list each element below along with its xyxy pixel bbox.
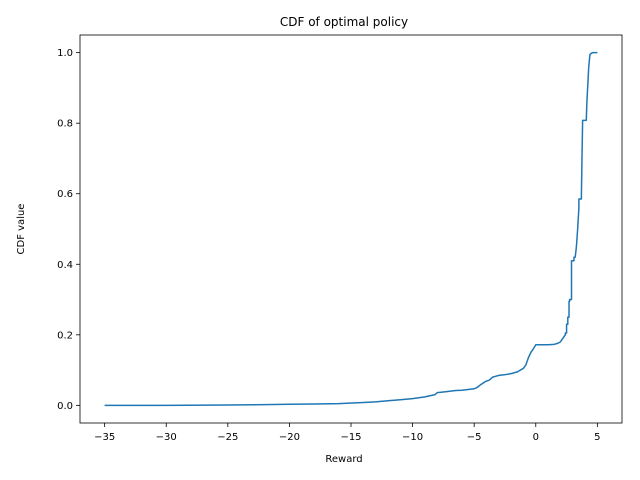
x-axis: −35 −30 −25 −20 −15 −10 −5 0 5	[94, 423, 601, 443]
y-tick-label: 0.8	[57, 119, 73, 130]
y-tick-label: 0.2	[57, 330, 73, 341]
x-tick-label: −30	[156, 432, 177, 443]
x-tick-label: −5	[467, 432, 482, 443]
y-axis: 0.0 0.2 0.4 0.6 0.8 1.0	[57, 48, 80, 412]
x-tick-label: −20	[279, 432, 300, 443]
x-tick-label: 5	[594, 432, 600, 443]
x-tick-label: 0	[533, 432, 539, 443]
x-tick-label: −15	[340, 432, 361, 443]
y-tick-label: 0.0	[57, 401, 73, 412]
x-tick-label: −10	[402, 432, 423, 443]
chart-title: CDF of optimal policy	[280, 15, 408, 29]
y-tick-label: 0.4	[57, 260, 73, 271]
y-axis-label: CDF value	[16, 204, 27, 255]
x-tick-label: −25	[217, 432, 238, 443]
plot-area	[104, 51, 598, 407]
series-line	[104, 51, 598, 407]
x-axis-label: Reward	[325, 454, 362, 465]
y-tick-label: 0.6	[57, 189, 73, 200]
y-tick-label: 1.0	[57, 48, 73, 59]
x-tick-label: −35	[94, 432, 115, 443]
